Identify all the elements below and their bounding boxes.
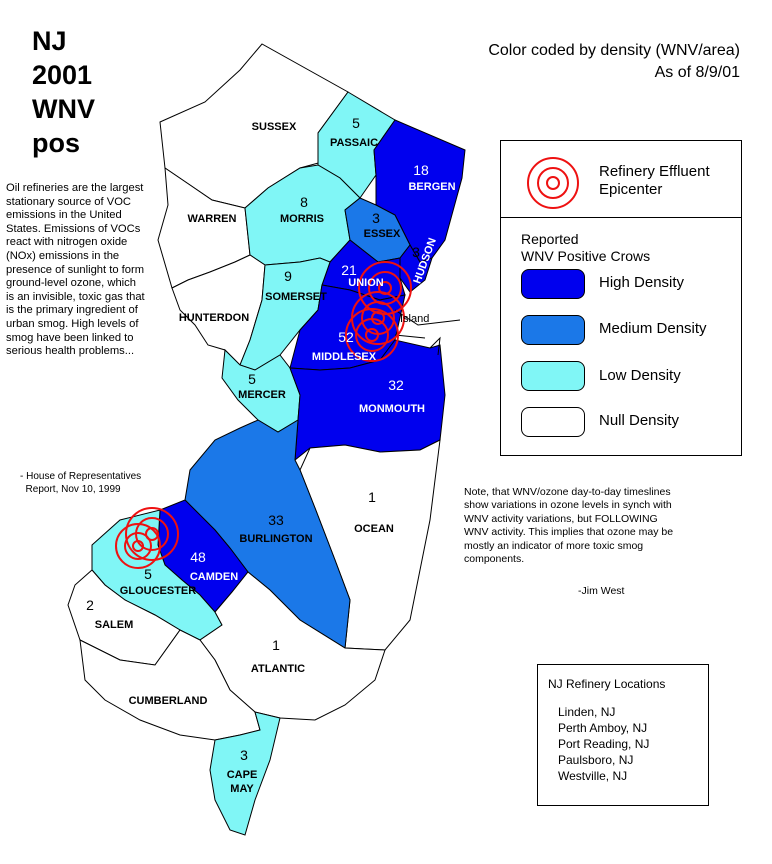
label-capemay-1: CAPE [227,769,258,781]
note-signature: -Jim West [578,585,625,597]
count-salem: 2 [86,597,94,613]
label-somerset: SOMERSET [265,291,327,303]
map-header: Color coded by density (WNV/area) As of … [488,40,740,84]
refinery-locations-title: NJ Refinery Locations [548,677,666,691]
refinery-item: Linden, NJ [558,705,616,719]
count-monmouth: 32 [388,377,404,393]
count-mercer: 5 [248,371,256,387]
legend-swatch-medium [521,315,585,345]
label-cumberland: CUMBERLAND [129,695,208,707]
staten-island-outline [394,309,461,339]
label-gloucester: GLOUCESTER [120,585,196,597]
label-ocean: OCEAN [354,523,394,535]
epicenter-legend-icon [527,157,579,209]
count-union: 21 [341,262,357,278]
legend-epicenter-label: Refinery Effluent Epicenter [599,163,710,198]
legend-swatch-high [521,269,585,299]
refinery-item: Paulsboro, NJ [558,753,634,767]
legend: Refinery Effluent Epicenter Reported WNV… [500,140,742,456]
refinery-item: Port Reading, NJ [558,737,650,751]
label-middlesex: MIDDLESEX [312,351,377,363]
refinery-locations-box: NJ Refinery Locations Linden, NJ Perth A… [537,664,709,806]
label-capemay-2: MAY [230,783,254,795]
legend-label-low: Low Density [599,367,681,384]
count-atlantic: 1 [272,637,280,653]
label-mercer: MERCER [238,389,286,401]
count-capemay: 3 [240,747,248,763]
count-burlington: 33 [268,512,284,528]
refinery-item: Perth Amboy, NJ [558,721,648,735]
label-island: Island [400,313,429,325]
ozone-note: Note, that WNV/ozone day-to-day timeslin… [464,486,674,566]
count-camden: 48 [190,549,206,565]
count-essex: 3 [372,210,380,226]
label-passaic: PASSAIC [330,137,378,149]
quote-source: - House of Representatives Report, Nov 1… [20,471,142,495]
legend-swatch-low [521,361,585,391]
count-bergen: 18 [413,162,429,178]
label-burlington: BURLINGTON [239,533,312,545]
epicenter-north-3 [345,308,399,362]
label-bergen: BERGEN [408,181,455,193]
count-gloucester: 5 [144,566,152,582]
legend-label-medium: Medium Density [599,320,707,337]
sandy-hook-spit [429,336,441,356]
label-atlantic: ATLANTIC [251,663,305,675]
label-morris: MORRIS [280,213,324,225]
count-middlesex: 52 [338,329,354,345]
refinery-item: Westville, NJ [558,769,628,783]
label-hunterdon: HUNTERDON [179,312,249,324]
label-warren: WARREN [188,213,237,225]
count-hudson: 3 [412,244,420,260]
header-line-2: As of 8/9/01 [654,64,740,81]
legend-swatch-null [521,407,585,437]
label-sussex: SUSSEX [252,121,297,133]
label-salem: SALEM [95,619,134,631]
legend-label-null: Null Density [599,412,680,429]
legend-label-high: High Density [599,274,685,291]
map-title: NJ 2001 WNV pos [32,26,95,158]
count-passaic: 5 [352,115,360,131]
legend-reported-label: Reported WNV Positive Crows [521,231,651,264]
refinery-quote: Oil refineries are the largest stationar… [6,182,145,358]
label-camden: CAMDEN [190,571,238,583]
epicenter-south-2 [115,523,161,569]
label-monmouth: MONMOUTH [359,403,425,415]
count-somerset: 9 [284,268,292,284]
count-morris: 8 [300,194,308,210]
label-essex: ESSEX [364,228,401,240]
county-capemay [209,711,281,836]
header-line-1: Color coded by density (WNV/area) [488,42,740,59]
count-ocean: 1 [368,489,376,505]
label-union: UNION [348,277,384,289]
legend-divider [501,217,741,218]
